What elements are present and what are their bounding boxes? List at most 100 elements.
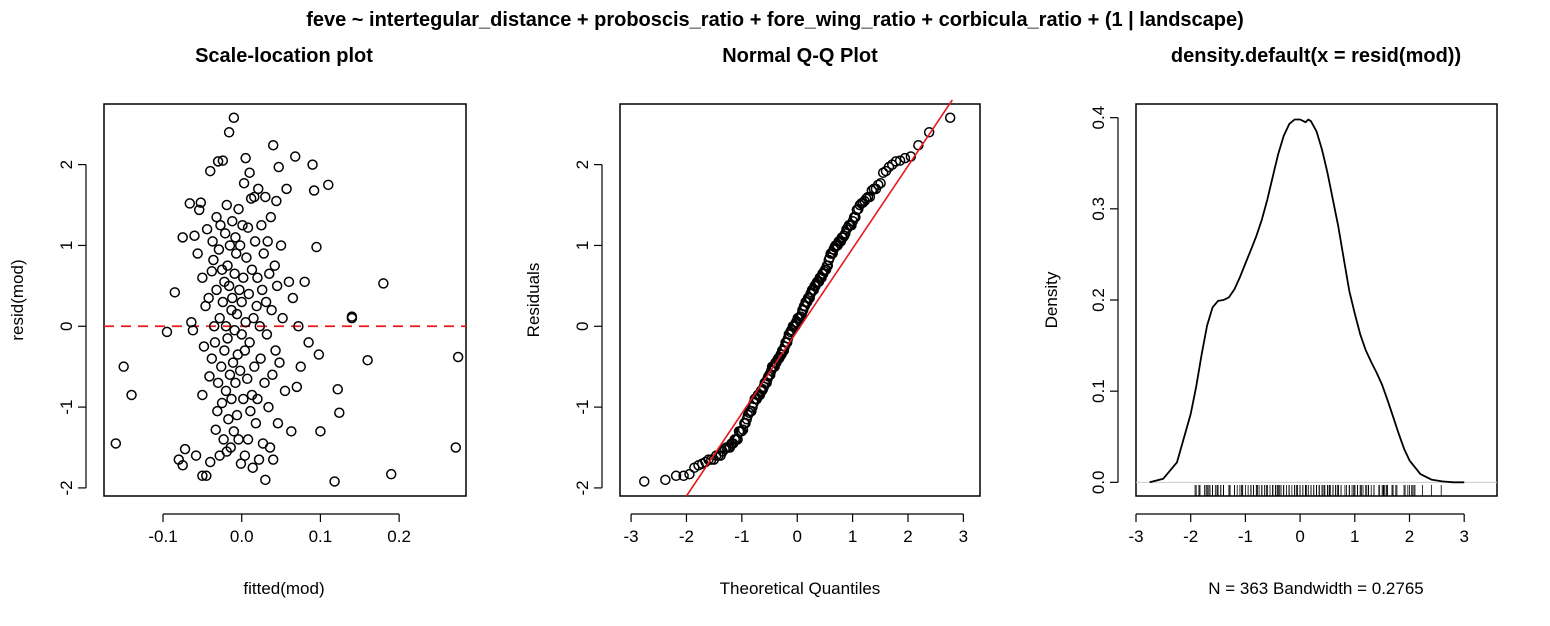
data-point bbox=[223, 413, 234, 425]
data-point bbox=[277, 312, 288, 324]
data-point bbox=[279, 385, 291, 397]
figure-title: feve ~ intertegular_distance + proboscis… bbox=[306, 9, 1244, 31]
data-point bbox=[875, 177, 886, 189]
y-axis-label: resid(mod) bbox=[8, 259, 27, 340]
data-point bbox=[254, 321, 266, 332]
x-axis-label: fitted(mod) bbox=[243, 579, 324, 598]
data-point bbox=[452, 351, 464, 363]
data-point bbox=[287, 292, 299, 304]
x-tick-label: -3 bbox=[1128, 527, 1143, 546]
data-point bbox=[220, 321, 232, 332]
panel-title: Normal Q-Q Plot bbox=[722, 45, 878, 67]
data-point bbox=[274, 357, 285, 368]
data-point bbox=[233, 203, 244, 215]
data-point bbox=[216, 397, 228, 409]
data-point bbox=[214, 312, 225, 324]
plot-frame bbox=[619, 103, 981, 497]
data-point bbox=[206, 353, 218, 364]
data-point bbox=[234, 365, 246, 376]
y-tick-label: 2 bbox=[573, 160, 592, 169]
data-point bbox=[283, 276, 295, 288]
x-tick-label: 0 bbox=[792, 527, 801, 546]
data-point bbox=[308, 185, 320, 196]
x-tick-label: 0.1 bbox=[309, 527, 333, 546]
data-point bbox=[187, 325, 199, 336]
data-point bbox=[256, 219, 267, 231]
scale-location-panel: Scale-location plot fitted(mod) resid(mo… bbox=[8, 45, 467, 598]
x-tick-label: 2 bbox=[1405, 527, 1414, 546]
data-point bbox=[256, 284, 268, 296]
data-point bbox=[271, 195, 282, 207]
data-point bbox=[242, 222, 254, 233]
data-point bbox=[190, 450, 202, 461]
data-point bbox=[267, 139, 279, 151]
data-point bbox=[227, 357, 239, 368]
data-point bbox=[233, 434, 244, 445]
data-point bbox=[230, 232, 241, 243]
data-point bbox=[231, 409, 243, 421]
x-tick-label: 0 bbox=[1295, 527, 1304, 546]
data-point bbox=[236, 296, 247, 308]
data-point bbox=[179, 443, 191, 455]
y-tick-label: 0.4 bbox=[1089, 106, 1108, 130]
data-point bbox=[192, 248, 203, 259]
data-point bbox=[212, 405, 223, 417]
data-point bbox=[237, 219, 248, 231]
data-point bbox=[215, 219, 226, 231]
data-point bbox=[234, 240, 246, 251]
data-point bbox=[197, 470, 208, 482]
data-point bbox=[267, 454, 279, 465]
data-point bbox=[217, 155, 229, 166]
data-point bbox=[230, 248, 242, 259]
data-point bbox=[864, 191, 876, 203]
y-tick-label: 0.0 bbox=[1089, 471, 1108, 495]
data-point bbox=[270, 345, 281, 356]
density-curve bbox=[1149, 118, 1465, 484]
data-point bbox=[249, 191, 260, 203]
data-point bbox=[252, 393, 263, 405]
data-point bbox=[362, 354, 373, 366]
data-point bbox=[240, 316, 251, 328]
data-point bbox=[332, 384, 343, 395]
data-point bbox=[265, 211, 277, 223]
x-tick-label: -2 bbox=[1183, 527, 1198, 546]
data-point bbox=[247, 462, 258, 473]
data-point bbox=[169, 287, 181, 298]
data-point bbox=[660, 474, 671, 486]
x-tick-label: 1 bbox=[848, 527, 857, 546]
x-tick-label: -3 bbox=[624, 527, 639, 546]
data-point bbox=[206, 266, 218, 277]
data-point bbox=[258, 248, 270, 259]
x-axis-label: Theoretical Quantiles bbox=[720, 579, 881, 598]
data-point bbox=[315, 426, 326, 437]
data-point bbox=[670, 470, 682, 482]
y-tick-label: -2 bbox=[57, 480, 76, 495]
data-point bbox=[262, 236, 273, 247]
data-point bbox=[271, 280, 283, 292]
data-point bbox=[244, 337, 255, 348]
x-axis-label: N = 363 Bandwidth = 0.2765 bbox=[1208, 579, 1424, 598]
data-point bbox=[241, 252, 252, 263]
x-tick-label: 3 bbox=[959, 527, 968, 546]
data-point bbox=[195, 197, 207, 208]
data-point bbox=[242, 434, 254, 445]
y-tick-label: 0.2 bbox=[1089, 288, 1108, 312]
data-point bbox=[218, 434, 229, 445]
data-point bbox=[639, 476, 650, 487]
data-point bbox=[201, 470, 212, 482]
y-tick-label: 2 bbox=[57, 160, 76, 169]
data-point bbox=[217, 296, 229, 308]
data-point bbox=[286, 426, 297, 437]
data-point bbox=[313, 349, 325, 360]
data-point bbox=[252, 272, 263, 284]
data-point bbox=[208, 321, 220, 332]
plot-frame bbox=[103, 103, 467, 497]
data-point bbox=[243, 288, 255, 300]
qq-plot-panel: Normal Q-Q Plot Theoretical Quantiles Re… bbox=[524, 45, 981, 598]
y-tick-label: 1 bbox=[57, 241, 76, 250]
data-point bbox=[110, 438, 122, 449]
data-point bbox=[272, 418, 284, 429]
data-point bbox=[275, 240, 287, 251]
y-tick-label: 0.3 bbox=[1089, 197, 1108, 221]
data-point bbox=[264, 442, 276, 453]
